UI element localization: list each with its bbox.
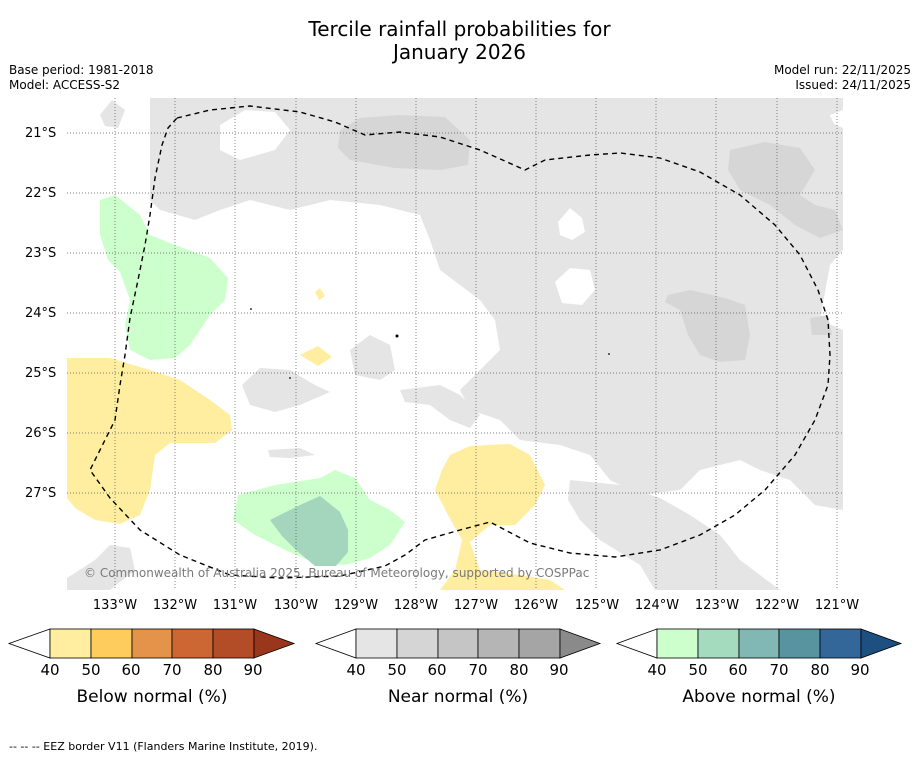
lon-label-133w: 133°W <box>92 598 138 613</box>
legend-above-tick-90: 90 <box>850 661 870 679</box>
model-run: Model run: 22/11/2025 <box>773 63 911 77</box>
legend-below-tick-60: 60 <box>121 661 141 679</box>
legend-near-tick-40: 40 <box>346 661 366 679</box>
no-signal-holes <box>220 110 843 305</box>
legend-above-tick-40: 40 <box>647 661 667 679</box>
lat-label-27s: 27°S <box>25 486 57 501</box>
title-line-2: January 2026 <box>392 40 527 64</box>
lat-label-25s: 25°S <box>25 366 57 381</box>
legend-below-tick-80: 80 <box>203 661 223 679</box>
lon-label-122w: 122°W <box>754 598 800 613</box>
legend-below-tick-50: 50 <box>81 661 101 679</box>
legend-above-tick-70: 70 <box>769 661 789 679</box>
lon-label-126w: 126°W <box>513 598 559 613</box>
lat-label-21s: 21°S <box>25 126 57 141</box>
legend-near-title: Near normal (%) <box>387 687 529 707</box>
base-period: Base period: 1981-2018 <box>9 63 154 77</box>
lon-label-123w: 123°W <box>694 598 740 613</box>
legend-below-tick-90: 90 <box>243 661 263 679</box>
copyright-notice: © Commonwealth of Australia 2025, Bureau… <box>84 566 590 580</box>
legend-bar-above <box>615 628 903 659</box>
lat-label-22s: 22°S <box>25 186 57 201</box>
lon-label-128w: 128°W <box>393 598 439 613</box>
lon-label-132w: 132°W <box>152 598 198 613</box>
eez-border <box>89 105 831 579</box>
lon-label-127w: 127°W <box>453 598 499 613</box>
lon-label-125w: 125°W <box>574 598 620 613</box>
legend-below-tick-40: 40 <box>40 661 60 679</box>
below-normal-regions <box>67 288 565 590</box>
legend-above-tick-60: 60 <box>728 661 748 679</box>
legend-near-tick-60: 60 <box>427 661 447 679</box>
legend-near-tick-50: 50 <box>387 661 407 679</box>
model-name: Model: ACCESS-S2 <box>9 78 121 92</box>
legend-above-tick-80: 80 <box>810 661 830 679</box>
lon-label-121w: 121°W <box>814 598 860 613</box>
lon-label-124w: 124°W <box>634 598 680 613</box>
legend-below-title: Below normal (%) <box>76 687 228 707</box>
lat-label-23s: 23°S <box>25 246 57 261</box>
legend-near-tick-70: 70 <box>468 661 488 679</box>
meta-left: Base period: 1981-2018 Model: ACCESS-S2 <box>9 63 154 93</box>
near-normal-50-regions <box>338 115 843 362</box>
legend-near-tick-80: 80 <box>509 661 529 679</box>
legend-below-tick-70: 70 <box>162 661 182 679</box>
legend-bar-below <box>7 628 296 659</box>
issued-date: Issued: 24/11/2025 <box>795 78 911 92</box>
above-normal-50-region <box>270 496 348 566</box>
legend-near-tick-90: 90 <box>549 661 569 679</box>
lat-label-24s: 24°S <box>25 306 57 321</box>
lon-label-131w: 131°W <box>212 598 258 613</box>
island-markers <box>250 308 610 379</box>
gridlines <box>67 98 843 590</box>
title-line-1: Tercile rainfall probabilities for <box>308 17 611 41</box>
lon-label-130w: 130°W <box>273 598 319 613</box>
eez-footnote: -- -- -- EEZ border V11 (Flanders Marine… <box>9 740 318 753</box>
lat-label-26s: 26°S <box>25 426 57 441</box>
lon-label-129w: 129°W <box>333 598 379 613</box>
map-title: Tercile rainfall probabilities for Janua… <box>0 18 919 64</box>
near-normal-regions <box>67 98 843 590</box>
meta-right: Model run: 22/11/2025 Issued: 24/11/2025 <box>774 63 911 93</box>
legend-bar-near <box>314 628 602 659</box>
legend-above-tick-50: 50 <box>688 661 708 679</box>
legend-above-title: Above normal (%) <box>682 687 836 707</box>
